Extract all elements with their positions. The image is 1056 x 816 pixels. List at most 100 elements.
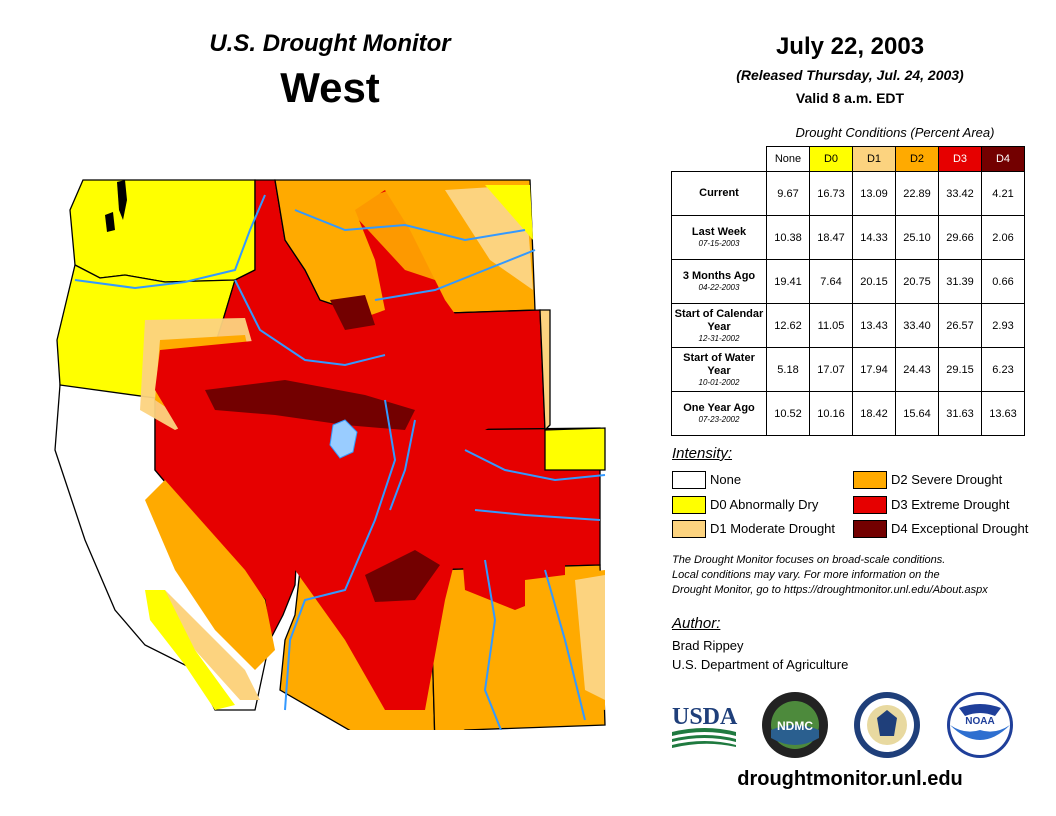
drought-overlays — [140, 185, 605, 710]
disclaimer: The Drought Monitor focuses on broad-sca… — [672, 553, 1052, 598]
disclaimer-line: The Drought Monitor focuses on broad-sca… — [672, 554, 946, 566]
row-label-text: Start of Water Year — [683, 351, 755, 377]
table-cell: 7.64 — [809, 259, 853, 304]
table-cell: 31.63 — [938, 391, 982, 436]
table-cell: 15.64 — [895, 391, 939, 436]
d0-area-california-rim — [145, 590, 235, 710]
table-cell: 17.94 — [852, 347, 896, 392]
legend-label: D2 Severe Drought — [891, 472, 1003, 487]
ndmc-logo: NDMC — [762, 692, 828, 758]
row-sublabel: 07-15-2003 — [698, 239, 740, 248]
legend-swatch — [672, 496, 706, 514]
valid-time: Valid 8 a.m. EDT — [795, 90, 905, 106]
table-cell: 31.39 — [938, 259, 982, 304]
d3-area-plains — [455, 460, 565, 610]
table-cell: 25.10 — [895, 215, 939, 260]
release-date: (Released Thursday, Jul. 24, 2003) — [736, 67, 964, 83]
header-corner — [672, 147, 767, 172]
row-label: Last Week 07-15-2003 — [671, 215, 767, 260]
legend-label: D3 Extreme Drought — [891, 497, 1010, 512]
d0-area-montana-ne — [485, 185, 533, 240]
table-cell: 20.15 — [852, 259, 896, 304]
d2-area-california-rim — [145, 480, 275, 670]
usda-logo: USDA — [672, 704, 738, 748]
table-cell: 11.05 — [809, 303, 853, 348]
col-header-d1: D1 — [852, 146, 896, 172]
row-sublabel: 12-31-2002 — [698, 333, 740, 343]
row-sublabel: 04-22-2003 — [698, 283, 740, 292]
table-row: 3 Months Ago 04-22-2003 19.41 7.64 20.15 … — [671, 259, 1025, 304]
commerce-logo — [854, 692, 920, 758]
col-header-d2: D2 — [895, 146, 939, 172]
table-cell: 2.06 — [981, 215, 1025, 260]
ndmc-logo-text: NDMC — [777, 719, 813, 733]
table-cell: 18.42 — [852, 391, 896, 436]
d4-area-idaho — [330, 295, 375, 330]
drought-conditions-table: None D0 D1 D2 D3 D4 Current 9.67 16.73 1… — [671, 146, 1025, 436]
puget-sound — [105, 180, 127, 232]
legend-label: D4 Exceptional Drought — [891, 521, 1029, 536]
table-cell: 13.43 — [852, 303, 896, 348]
row-label: One Year Ago 07-23-2002 — [671, 391, 767, 436]
noaa-logo: NOAA — [947, 692, 1013, 758]
table-cell: 13.63 — [981, 391, 1025, 436]
map-title: U.S. Drought Monitor — [209, 30, 451, 57]
river-columbia — [74, 194, 266, 290]
row-sublabel: 10-01-2002 — [698, 377, 740, 387]
d4-area-basin-band — [205, 380, 415, 430]
col-header-none: None — [766, 146, 810, 172]
table-caption: Drought Conditions (Percent Area) — [795, 125, 995, 140]
table-cell: 9.67 — [766, 171, 810, 216]
author-org: U.S. Department of Agriculture — [672, 657, 849, 672]
table-row: Start of Calendar Year 12-31-2002 12.62 1… — [671, 303, 1025, 348]
row-label-text: Current — [699, 187, 739, 199]
d4-area-four-corners — [365, 550, 440, 602]
table-cell: 10.16 — [809, 391, 853, 436]
table-row: One Year Ago 07-23-2002 10.52 10.16 18.42… — [671, 391, 1025, 436]
table-cell: 13.09 — [852, 171, 896, 216]
table-cell: 33.40 — [895, 303, 939, 348]
table-cell: 10.38 — [766, 215, 810, 260]
table-cell: 26.57 — [938, 303, 982, 348]
river-colorado — [284, 399, 397, 711]
table-cell: 0.66 — [981, 259, 1025, 304]
legend-swatch — [672, 471, 706, 489]
legend-label: None — [710, 472, 742, 487]
state-nebraska-west — [544, 427, 606, 471]
col-header-d4: D4 — [981, 146, 1025, 172]
author-title: Author: — [672, 615, 721, 632]
disclaimer-line: Drought Monitor, go to https://droughtmo… — [672, 584, 988, 596]
d1-area-new-mexico-east — [575, 575, 605, 700]
table-cell: 6.23 — [981, 347, 1025, 392]
legend-label: D1 Moderate Drought — [710, 521, 836, 536]
row-label: Start of Calendar Year 12-31-2002 — [671, 303, 767, 348]
col-header-d3: D3 — [938, 146, 982, 172]
row-label-text: 3 Months Ago — [682, 270, 756, 282]
table-row: Current 9.67 16.73 13.09 22.89 33.42 4.2… — [671, 171, 1025, 216]
table-cell: 19.41 — [766, 259, 810, 304]
disclaimer-line: Local conditions may vary. For more info… — [672, 569, 940, 581]
hydrology — [74, 194, 606, 730]
river-missouri — [294, 209, 526, 242]
table-cell: 17.07 — [809, 347, 853, 392]
region-title: West — [280, 64, 380, 111]
legend-title: Intensity: — [672, 445, 733, 462]
river-arkansas — [474, 509, 601, 521]
drought-map — [54, 179, 606, 730]
table-cell: 29.66 — [938, 215, 982, 260]
row-label: Start of Water Year 10-01-2002 — [671, 347, 767, 392]
table-cell: 24.43 — [895, 347, 939, 392]
row-label: Current — [671, 171, 767, 216]
river-yellowstone — [374, 249, 536, 301]
state-washington — [69, 179, 256, 283]
table-cell: 12.62 — [766, 303, 810, 348]
river-platte — [464, 449, 606, 482]
great-salt-lake — [329, 419, 358, 459]
river-green — [389, 419, 416, 511]
table-cell: 14.33 — [852, 215, 896, 260]
table-cell: 22.89 — [895, 171, 939, 216]
table-cell: 16.73 — [809, 171, 853, 216]
row-label-text: Last Week — [691, 226, 747, 238]
row-label-text: Start of Calendar Year — [674, 307, 764, 333]
river-snake — [234, 279, 386, 367]
